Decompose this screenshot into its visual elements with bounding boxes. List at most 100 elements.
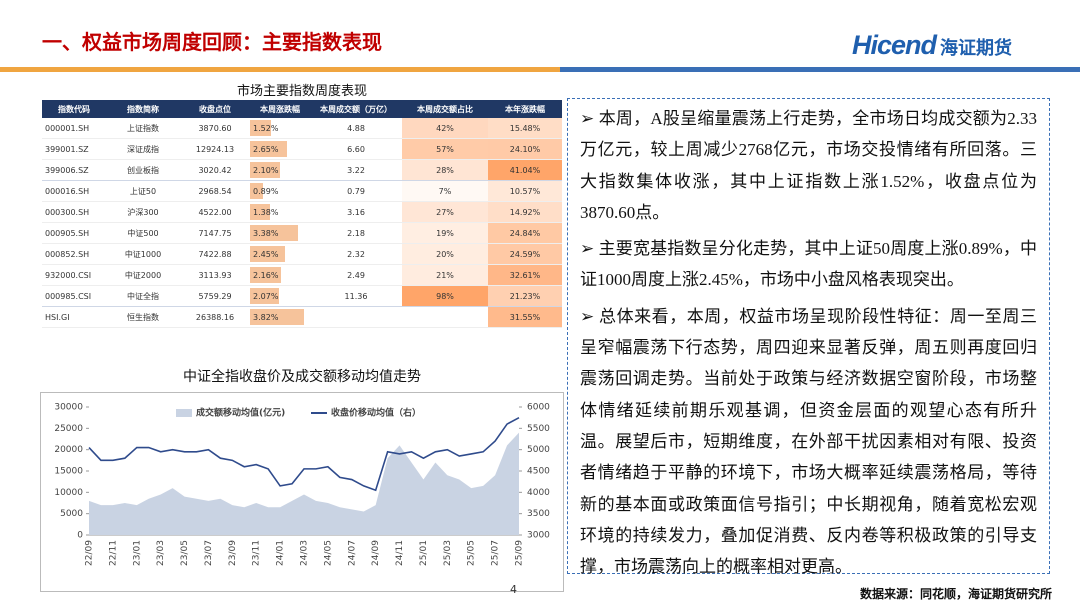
table-cell: 2.32	[310, 243, 402, 265]
table-cell: 2.49	[310, 264, 402, 286]
table-row: 000001.SH 上证指数 3870.60 1.52% 4.88 42% 15.48%	[42, 118, 562, 139]
table-cell: 14.92%	[488, 201, 562, 223]
y-tick-label: 0	[77, 531, 83, 541]
column-header: 指数代码	[42, 100, 106, 118]
y2-tick-label: 4500	[527, 467, 550, 477]
table-cell: 深证成指	[106, 138, 180, 160]
table-cell	[310, 306, 402, 328]
paragraph: 主要宽基指数呈分化走势，其中上证50周度上涨0.89%，中证1000周度上涨2.…	[580, 233, 1037, 296]
x-tick-label: 24/07	[347, 540, 357, 566]
cell-text: 3.82%	[253, 312, 279, 322]
table-cell: 上证指数	[106, 118, 180, 139]
table-cell: 2968.54	[180, 180, 250, 202]
paragraph: 总体来看，本周，权益市场呈现阶段性特征：周一至周三呈窄幅震荡下行态势，周四迎来显…	[580, 301, 1037, 583]
logo-en: Hicend	[852, 30, 937, 60]
table-cell: 4.88	[310, 118, 402, 139]
table-cell: 中证500	[106, 222, 180, 244]
column-header: 本年涨跌幅	[488, 100, 562, 118]
table-cell: 1.38%	[250, 201, 310, 223]
legend-label: 收盘价移动均值（右）	[331, 407, 421, 419]
y2-tick-label: 4000	[527, 488, 550, 498]
table-cell: 000016.SH	[42, 180, 106, 202]
table-cell: 28%	[402, 159, 488, 181]
data-bar	[250, 288, 280, 304]
x-tick-label: 25/05	[467, 540, 477, 566]
area	[89, 432, 519, 535]
table-cell: 上证50	[106, 180, 180, 202]
table-row: 000300.SH 沪深300 4522.00 1.38% 3.16 27% 14.92%	[42, 201, 562, 223]
table-cell: 2.10%	[250, 159, 310, 181]
table-row: 399001.SZ 深证成指 12924.13 2.65% 6.60 57% 24.10%	[42, 138, 562, 160]
table-cell: 32.61%	[488, 264, 562, 286]
table-cell: 24.59%	[488, 243, 562, 265]
y-tick-label: 5000	[60, 509, 83, 519]
table-cell: 399006.SZ	[42, 159, 106, 181]
x-tick-label: 23/09	[228, 540, 238, 566]
x-tick-label: 24/11	[395, 540, 405, 566]
table-cell: 3.38%	[250, 222, 310, 244]
logo-cn: 海证期货	[940, 38, 1013, 59]
chart: 0 5000 10000 15000 20000 25000 30000 3000 3500 40…	[40, 392, 564, 592]
table-cell: 3113.93	[180, 264, 250, 286]
cell-text: 3.38%	[253, 228, 279, 238]
table-cell: 24.10%	[488, 138, 562, 160]
cell-text: 2.45%	[253, 249, 279, 259]
table-cell: 2.16%	[250, 264, 310, 286]
line	[88, 416, 520, 492]
table-cell: 21.23%	[488, 285, 562, 307]
table-cell: 19%	[402, 222, 488, 244]
table-cell: HSI.GI	[42, 306, 106, 328]
slide-title: 一、权益市场周度回顾：主要指数表现	[42, 30, 382, 54]
logo: Hicend 海证期货	[852, 30, 1012, 61]
table-cell: 7422.88	[180, 243, 250, 265]
table-cell: 5759.29	[180, 285, 250, 307]
x-tick-label: 23/07	[204, 540, 214, 566]
table-cell: 2.07%	[250, 285, 310, 307]
table-cell: 中证2000	[106, 264, 180, 286]
table-cell: 创业板指	[106, 159, 180, 181]
table-cell: 15.48%	[488, 118, 562, 139]
cell-text: 2.65%	[253, 144, 279, 154]
legend-swatch	[176, 409, 192, 417]
y2-tick-label: 5000	[527, 445, 550, 455]
x-tick-label: 25/09	[515, 540, 525, 566]
page-number: 4	[510, 583, 517, 596]
table-cell	[402, 306, 488, 328]
x-tick-label: 25/03	[443, 540, 453, 566]
data-bar	[250, 225, 298, 241]
table-cell: 20%	[402, 243, 488, 265]
table-row: 399006.SZ 创业板指 3020.42 2.10% 3.22 28% 41.04%	[42, 159, 562, 181]
y2-tick-label: 3500	[527, 509, 550, 519]
table-cell: 26388.16	[180, 306, 250, 328]
x-tick-label: 23/01	[132, 540, 142, 566]
table-cell: 3020.42	[180, 159, 250, 181]
x-tick-label: 22/09	[85, 540, 95, 566]
header-row: 指数代码 指数简称 收盘点位 本周涨跌幅 本周成交额（万亿） 本周成交额占比 本年涨跌幅	[42, 100, 562, 118]
x-tick-label: 22/11	[108, 540, 118, 566]
table-cell: 3.16	[310, 201, 402, 223]
table-cell: 000852.SH	[42, 243, 106, 265]
table-cell: 42%	[402, 118, 488, 139]
table-cell: 24.84%	[488, 222, 562, 244]
y-tick-label: 10000	[54, 488, 83, 498]
stripe	[560, 67, 1080, 72]
x-tick-label: 24/09	[371, 540, 381, 566]
table-cell: 中证1000	[106, 243, 180, 265]
source: 数据来源：同花顺，海证期货研究所	[859, 587, 1052, 601]
stripe	[0, 67, 560, 72]
table-cell: 10.57%	[488, 180, 562, 202]
y-tick-label: 20000	[54, 445, 83, 455]
table-cell: 3.82%	[250, 306, 310, 328]
table-cell: 000905.SH	[42, 222, 106, 244]
paragraph: 本周，A股呈缩量震荡上行走势，全市场日均成交额为2.33万亿元，较上周减少276…	[580, 103, 1037, 228]
x-tick-label: 25/01	[419, 540, 429, 566]
y2-tick-label: 5500	[527, 424, 550, 434]
table-cell: 57%	[402, 138, 488, 160]
cell-text: 2.10%	[253, 165, 279, 175]
column-header: 本周涨跌幅	[250, 100, 310, 118]
table-cell: 2.18	[310, 222, 402, 244]
table-row: 932000.CSI 中证2000 3113.93 2.16% 2.49 21% 32.61…	[42, 264, 562, 286]
table-title: 市场主要指数周度表现	[236, 84, 367, 99]
x-tick-label: 23/03	[156, 540, 166, 566]
